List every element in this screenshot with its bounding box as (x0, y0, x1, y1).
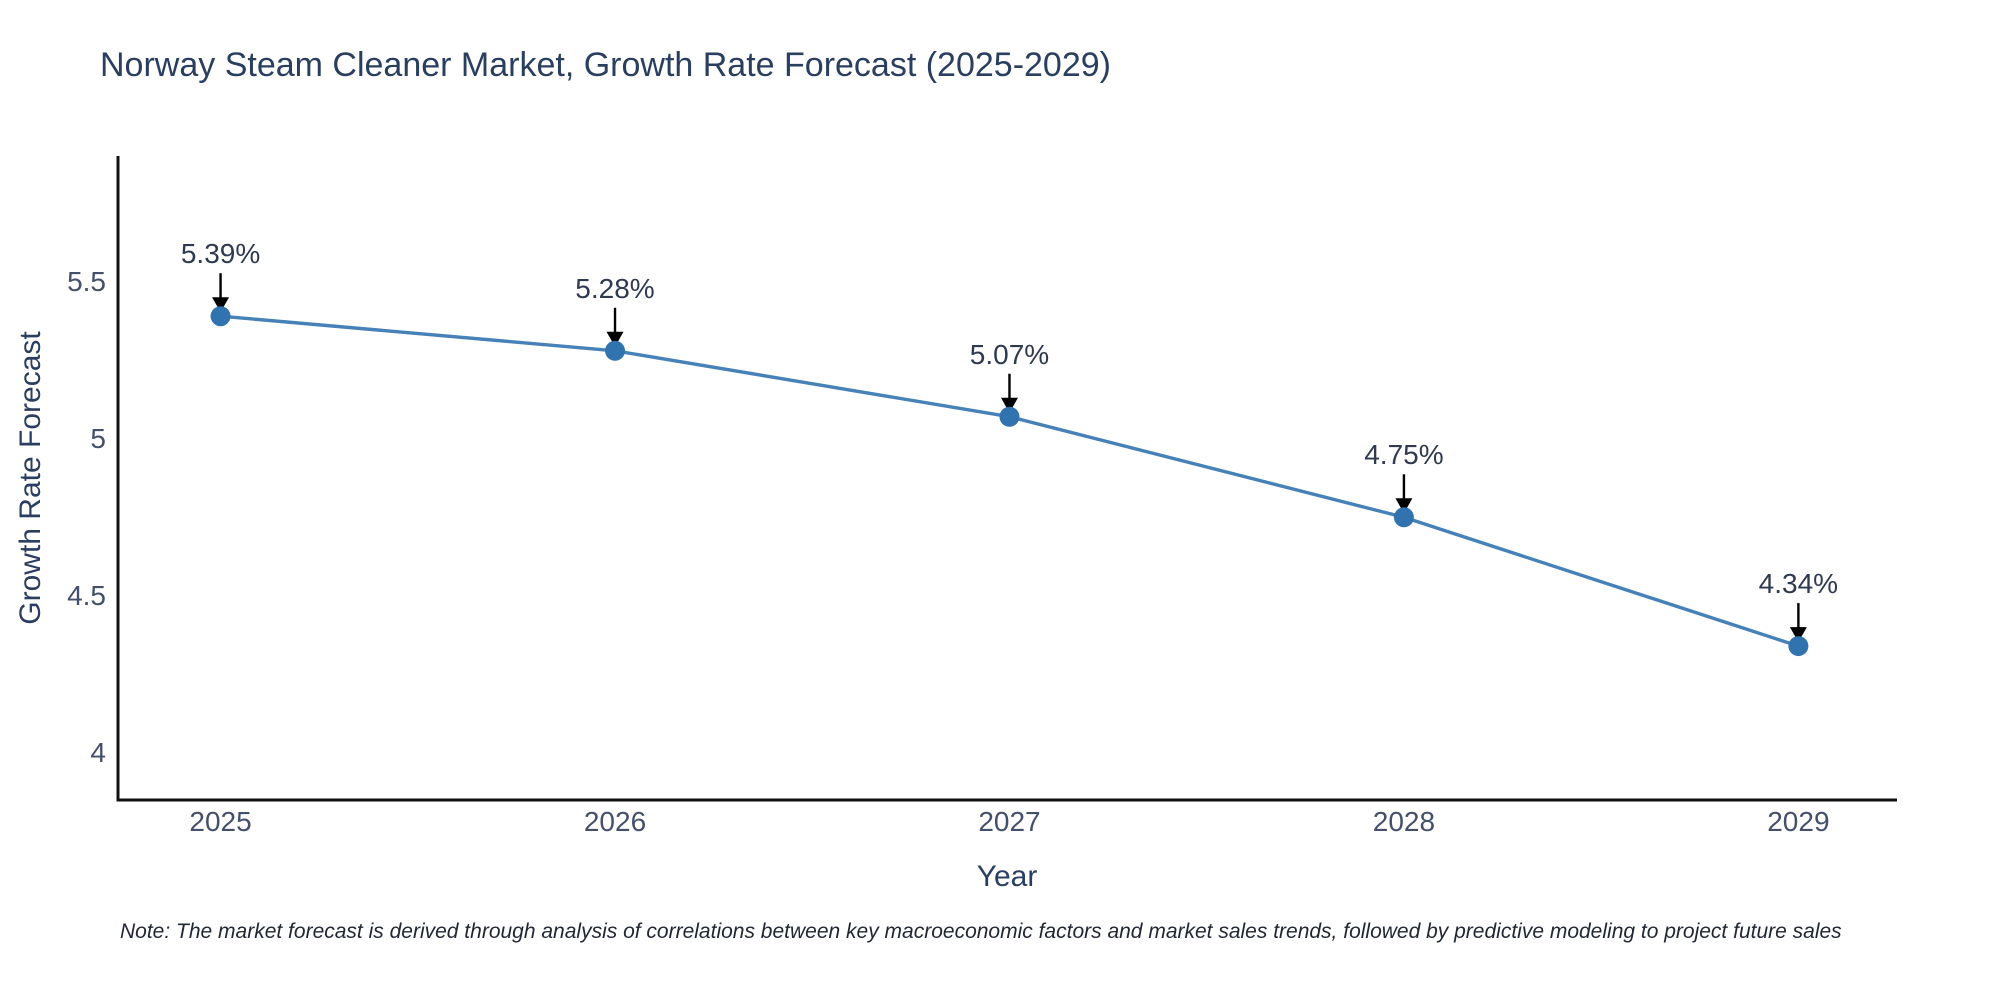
annotation-arrowhead (1789, 627, 1807, 643)
annotation-arrowhead (1000, 397, 1018, 413)
annotation-label-2025: 5.39% (180, 238, 261, 270)
data-point-2026[interactable] (605, 340, 626, 361)
data-point-2028[interactable] (1393, 507, 1414, 528)
x-tick-label-2025: 2025 (189, 806, 252, 837)
x-tick-label-2027: 2027 (978, 806, 1041, 837)
data-point-2025[interactable] (210, 306, 231, 327)
annotation-label-2027: 5.07% (969, 338, 1050, 370)
x-tick-label-2028: 2028 (1372, 806, 1436, 837)
annotation-label-2028: 4.75% (1364, 439, 1444, 471)
x-tick-label-2029: 2029 (1767, 806, 1830, 837)
data-point-2027[interactable] (999, 406, 1020, 427)
annotation-label-2026: 5.28% (575, 272, 655, 304)
chart-title: Norway Steam Cleaner Market, Growth Rate… (100, 46, 1111, 84)
y-tick-label-4: 4 (90, 736, 106, 768)
annotation-arrowhead (1395, 498, 1413, 514)
data-point-2029[interactable] (1788, 636, 1809, 657)
y-axis-title: Growth Rate Forecast (14, 331, 47, 625)
x-tick-label-2026: 2026 (583, 806, 647, 837)
x-axis-title: Year (976, 860, 1038, 893)
y-tick-label-5.5: 5.5 (67, 265, 106, 297)
annotation-label-2029: 4.34% (1758, 568, 1839, 600)
annotation-arrowhead (212, 297, 230, 313)
y-tick-label-4.5: 4.5 (67, 579, 106, 611)
y-tick-label-5: 5 (90, 422, 106, 454)
annotation-arrowhead (606, 331, 624, 347)
footnote: Note: The market forecast is derived thr… (120, 920, 1842, 943)
